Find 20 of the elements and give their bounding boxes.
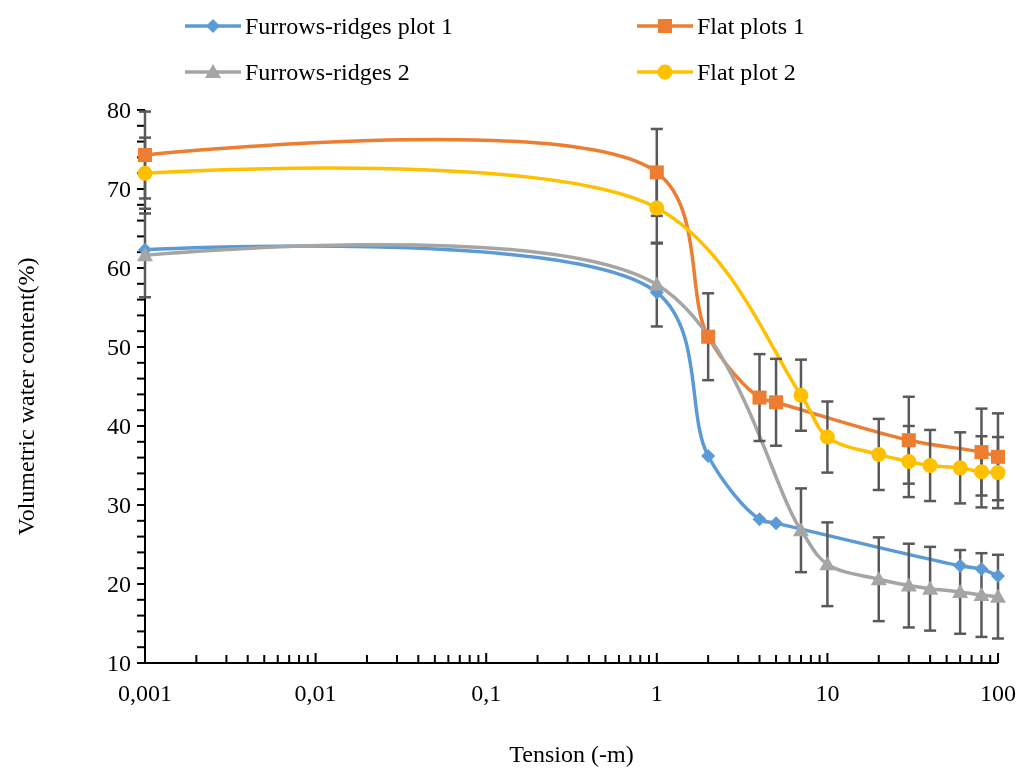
x-tick-label: 100 [980, 680, 1016, 706]
y-tick-label: 50 [107, 334, 131, 360]
y-tick-label: 60 [107, 255, 131, 281]
y-tick-label: 30 [107, 492, 131, 518]
x-tick-label: 0,01 [294, 680, 337, 706]
y-tick-label: 10 [107, 650, 131, 676]
legend-label: Furrows-ridges 2 [245, 59, 410, 85]
x-tick-label: 10 [815, 680, 840, 706]
y-axis-title: Volumetric water content(%) [13, 257, 39, 536]
x-tick-label: 0,001 [118, 680, 172, 706]
x-axis-title: Tension (-m) [509, 741, 634, 767]
x-tick-label: 1 [650, 680, 663, 706]
legend-label: Furrows-ridges plot 1 [245, 13, 453, 39]
y-tick-label: 70 [107, 176, 131, 202]
legend-label: Flat plots 1 [697, 13, 806, 39]
x-tick-label: 0,1 [471, 680, 502, 706]
y-tick-label: 80 [107, 97, 131, 123]
y-tick-label: 40 [107, 413, 131, 439]
y-tick-label: 20 [107, 571, 131, 597]
legend-label: Flat plot 2 [697, 59, 796, 85]
